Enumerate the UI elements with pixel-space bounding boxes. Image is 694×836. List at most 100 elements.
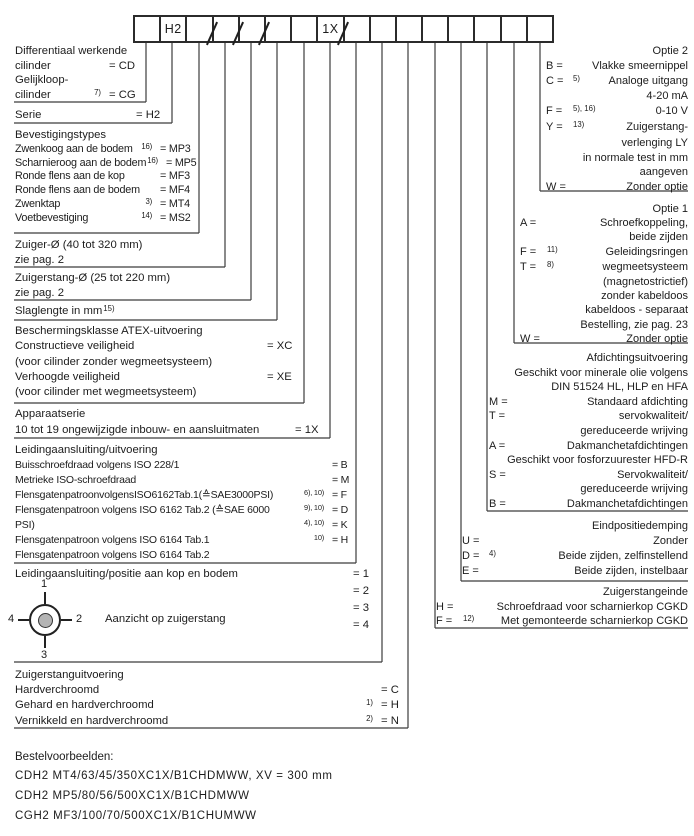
example-order-code: CGH2 MF3/100/70/500XC1X/B1CHUMWW bbox=[15, 810, 257, 822]
section-optie-2: Optie 2 B = Vlakke smeernippel C = 5) Analo… bbox=[546, 44, 688, 195]
option-row: M = Standaard afdichting bbox=[489, 395, 688, 410]
option-label: verlenging LY bbox=[621, 136, 688, 149]
tick-top bbox=[44, 592, 46, 604]
spec-row: FlensgatenpatroonvolgensISO6162Tab.1(≙SA… bbox=[15, 488, 351, 503]
code-box-6 bbox=[263, 15, 293, 43]
option-label: (magnetostrictief) bbox=[603, 276, 688, 289]
section-header: Optie 1 bbox=[652, 203, 688, 215]
spec-row: Voetbevestiging 14) = MS2 bbox=[15, 211, 196, 226]
code-box-value: 1X bbox=[322, 22, 339, 36]
spec-label: Flensgatenpatroon volgens ISO 6164 Tab.2 bbox=[15, 549, 210, 561]
tick-bottom bbox=[44, 636, 46, 648]
spec-code: = 1X bbox=[295, 423, 319, 436]
spec-code: = 3 bbox=[353, 602, 370, 614]
section-header: Afdichtingsuitvoering bbox=[586, 352, 688, 364]
option-code: T = bbox=[520, 260, 537, 273]
option-row: B = Dakmanchetafdichtingen bbox=[489, 497, 688, 512]
spec-code: = MF3 bbox=[160, 170, 190, 183]
section-optie-1: Optie 1 A = Schroefkoppeling, beide zijde… bbox=[520, 202, 688, 346]
spec-code: = CD bbox=[109, 59, 136, 72]
position-label-2: 2 bbox=[76, 613, 83, 625]
section-eindpositiedemping: Eindpositiedemping U = Zonder D = 4) Beide … bbox=[462, 519, 688, 579]
spec-row: Zwenktap 3) = MT4 bbox=[15, 197, 196, 212]
ordering-examples: Bestelvoorbeelden: CDH2 MT4/63/45/350XC1… bbox=[15, 748, 333, 826]
code-box-10 bbox=[368, 15, 397, 43]
footnote-ref: 10) bbox=[313, 533, 324, 542]
option-label: Dakmanchetafdichtingen bbox=[566, 439, 688, 452]
spec-code: = M bbox=[332, 474, 350, 486]
option-code: A = bbox=[489, 439, 506, 452]
option-label: wegmeetsysteem bbox=[602, 260, 688, 273]
spec-row: Buisschroefdraad volgens ISO 228/1 = B bbox=[15, 458, 351, 473]
option-code: T = bbox=[489, 410, 506, 423]
spec-row: Constructieve veiligheid = XC bbox=[15, 339, 299, 354]
spec-label: Scharnieroog aan de bodem bbox=[15, 156, 147, 169]
spec-label: Gehard en hardverchroomd bbox=[15, 699, 154, 712]
port-position-diagram: 1 2 3 4 bbox=[8, 566, 105, 661]
footnote-ref: 12) bbox=[463, 614, 475, 623]
option-row: T = servokwaliteit/ bbox=[489, 409, 688, 424]
spec-code: = 2 bbox=[353, 585, 370, 597]
code-box-14 bbox=[473, 15, 502, 43]
footnote-ref: 8) bbox=[547, 259, 554, 269]
spec-label: Flensgatenpatroon volgens ISO 6164 Tab.1 bbox=[15, 534, 210, 546]
footnote-ref: 7) bbox=[94, 87, 101, 97]
option-label: Standaard afdichting bbox=[587, 395, 688, 408]
option-label: zonder kabeldoos bbox=[601, 290, 688, 303]
spec-row: Ronde flens aan de bodem = MF4 bbox=[15, 184, 196, 198]
spec-code: = MP3 bbox=[160, 143, 191, 155]
section-apparaatserie: Apparaatserie 10 tot 19 ongewijzigde inb… bbox=[15, 407, 327, 438]
spec-label: Verhoogde veiligheid bbox=[15, 370, 120, 383]
code-box-16 bbox=[525, 15, 554, 43]
option-code: D = bbox=[462, 550, 480, 562]
footnote-ref: 11) bbox=[547, 244, 558, 254]
spec-row: 10 tot 19 ongewijzigde inbouw- en aanslu… bbox=[15, 423, 327, 439]
spec-label: FlensgatenpatroonvolgensISO6162Tab.1(≙SA… bbox=[15, 489, 274, 501]
spec-code: = CG bbox=[109, 88, 136, 101]
spec-label: PSI) bbox=[15, 519, 35, 531]
option-row: B = Vlakke smeernippel bbox=[546, 59, 688, 74]
section-serie: Serie = H2 bbox=[15, 108, 168, 123]
footnote-ref: 5) bbox=[573, 73, 580, 83]
option-label: in normale test in mm bbox=[582, 151, 688, 164]
spec-row: Hardverchroomd = C bbox=[15, 683, 403, 698]
option-label: 4-20 mA bbox=[646, 90, 688, 103]
footnote-ref: 4), 10) bbox=[304, 518, 324, 527]
section-header: Bevestigingstypes bbox=[15, 129, 107, 141]
spec-code: = MS2 bbox=[160, 211, 191, 224]
option-code: A = bbox=[520, 217, 537, 230]
option-code: M = bbox=[489, 395, 508, 408]
spec-row: Zwenkoog aan de bodem 16) = MP3 bbox=[15, 142, 196, 157]
spec-label: Differentiaal werkende bbox=[15, 45, 128, 57]
order-code-row: H2 1X bbox=[133, 15, 554, 43]
option-code: H = bbox=[436, 600, 454, 613]
section-afdichtingsuitvoering: Afdichtingsuitvoering Geschikt voor mine… bbox=[489, 351, 688, 512]
footnote-ref: 16) bbox=[147, 155, 158, 165]
code-box-7 bbox=[290, 15, 319, 43]
option-label: DIN 51524 HL, HLP en HFA bbox=[551, 381, 688, 394]
option-row: W = Zonder optie bbox=[546, 180, 688, 195]
option-code: C = bbox=[546, 74, 564, 87]
spec-row: PSI) 4), 10) = K bbox=[15, 518, 351, 533]
spec-row: cilinder 7) = CG bbox=[15, 88, 141, 104]
position-label-1: 1 bbox=[41, 578, 48, 590]
spec-row: Flensgatenpatroon volgens ISO 6162 Tab.2… bbox=[15, 503, 351, 518]
footnote-ref: 16) bbox=[141, 142, 152, 151]
option-code: E = bbox=[462, 565, 479, 577]
section-leidingaansluiting-positie: Leidingaansluiting/positie aan kop en bo… bbox=[8, 566, 375, 661]
option-label: Dakmanchetafdichtingen bbox=[566, 497, 688, 510]
option-label: Vlakke smeernippel bbox=[592, 59, 688, 72]
spec-code: = XC bbox=[267, 340, 293, 353]
spec-row: Leidingaansluiting/positie aan kop en bo… bbox=[15, 566, 375, 583]
spec-code: = B bbox=[332, 459, 348, 471]
option-row: F = 11) Geleidingsringen bbox=[520, 245, 688, 260]
spec-code: = H bbox=[381, 699, 399, 712]
option-label: Analoge uitgang bbox=[608, 74, 688, 87]
footnote-ref: 13) bbox=[573, 119, 585, 129]
section-header: Leidingaansluiting/uitvoering bbox=[15, 444, 158, 456]
option-row: F = 12) Met gemonteerde scharnierkop CGKD bbox=[436, 614, 688, 630]
spec-code: = XE bbox=[267, 370, 292, 383]
option-row: T = 8) wegmeetsysteem bbox=[520, 260, 688, 275]
option-label: Schroefkoppeling, bbox=[599, 217, 688, 230]
spec-code: = H bbox=[332, 534, 349, 546]
